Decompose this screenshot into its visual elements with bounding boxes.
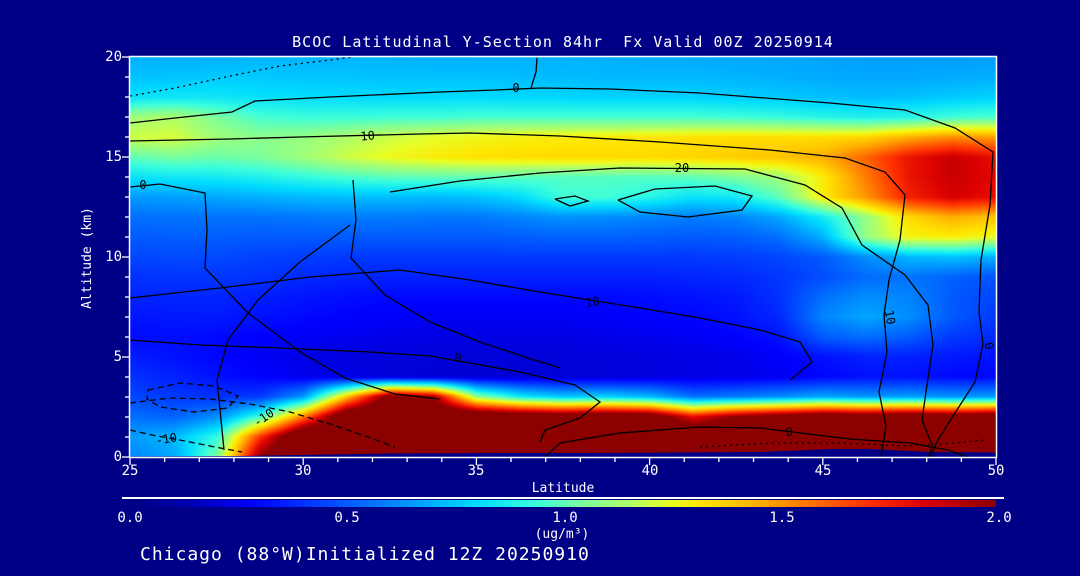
colorbar-label-0.5: 0.5 [334,510,360,526]
colorbar-label-1.0: 1.0 [552,510,578,526]
filled-contour-field [130,57,996,457]
y-tick-label-20: 20 [105,49,122,65]
colorbar-label-2.0: 2.0 [986,510,1012,526]
chart-title: BCOC Latitudinal Y-Section 84hr Fx Valid… [292,33,834,51]
colorbar [130,500,996,507]
x-tick-label-30: 30 [294,463,312,479]
x-tick-label-40: 40 [641,463,659,479]
x-axis-title: Latitude [531,481,595,496]
y-tick-label-10: 10 [105,249,122,265]
init-info-text: Chicago (88°W)Initialized 12Z 20250910 [140,544,590,565]
x-tick-label-25: 25 [121,463,139,479]
colorbar-label-1.5: 1.5 [769,510,795,526]
y-tick-label-5: 5 [113,349,122,365]
x-tick-label-45: 45 [814,463,832,479]
colorbar-top-line [122,497,1004,499]
y-tick-label-15: 15 [105,149,122,165]
x-tick-label-50: 50 [987,463,1005,479]
y-tick-label-0: 0 [113,449,122,465]
x-tick-label-35: 35 [467,463,485,479]
colorbar-label-0.0: 0.0 [117,510,143,526]
colorbar-units: (ug/m³) [534,527,590,542]
